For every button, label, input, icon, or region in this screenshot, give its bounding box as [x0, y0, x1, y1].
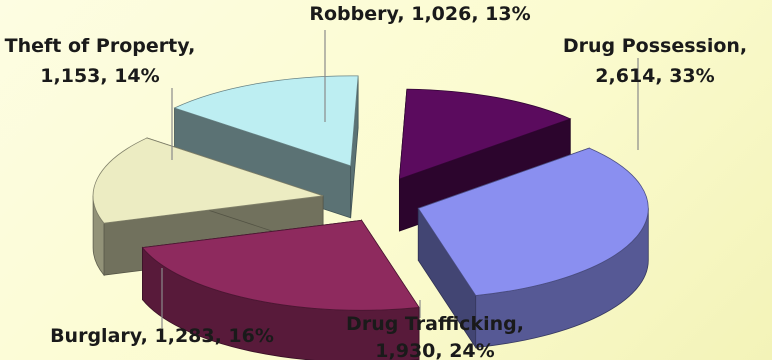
slice-top — [92, 137, 324, 224]
pie-slices — [92, 75, 649, 360]
slice-label: Drug Possession, — [563, 35, 747, 57]
slice-label: 2,614, 33% — [595, 65, 714, 87]
slice-top — [417, 147, 649, 296]
slice-label: Drug Trafficking, — [346, 313, 524, 335]
slice-top — [398, 88, 572, 180]
slice-top — [141, 219, 420, 311]
slice-label: Robbery, 1,026, 13% — [309, 3, 530, 25]
pie-slice-drug-possession — [417, 147, 649, 349]
slice-labels: Drug Possession, 2,614, 33% Drug Trafficki… — [5, 3, 747, 360]
pie-slice-drug-trafficking — [141, 218, 420, 360]
slice-top — [173, 75, 359, 167]
slice-label: 1,930, 24% — [375, 340, 494, 360]
slice-label: 1,153, 14% — [40, 65, 159, 87]
slice-label: Burglary, 1,283, 16% — [50, 325, 274, 347]
slice-label: Theft of Property, — [5, 35, 196, 57]
